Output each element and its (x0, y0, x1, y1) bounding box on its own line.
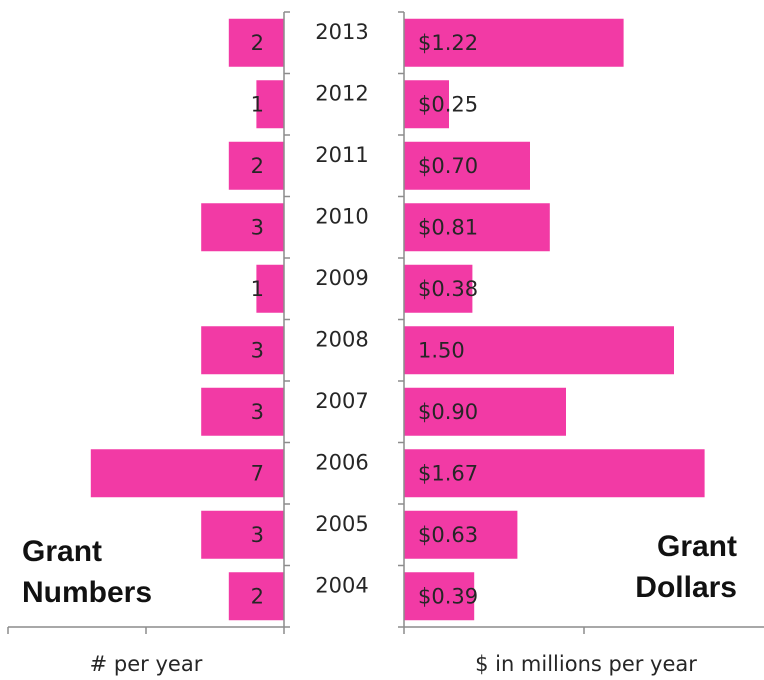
grant-dollars-bar (404, 326, 674, 375)
grant-numbers-data-label: 2 (251, 154, 264, 178)
year-tick-label: 2007 (315, 389, 368, 413)
grant-dollars-data-label: $0.38 (418, 277, 478, 301)
grant-numbers-bar (201, 387, 284, 436)
grant-numbers-data-label: 2 (251, 584, 264, 608)
grant-numbers-data-label: 2 (251, 31, 264, 55)
grant-dollars-bar (404, 387, 566, 436)
grant-numbers-axis-title: # per year (90, 652, 203, 676)
grant-numbers-data-label: 3 (251, 400, 264, 424)
axes (7, 11, 764, 634)
grant-dollars-data-label: $0.81 (418, 215, 478, 239)
grant-numbers-bar (228, 18, 284, 67)
grant-dollars-data-label: $0.39 (418, 584, 478, 608)
year-tick-label: 2013 (315, 20, 368, 44)
grant-dollars-data-label: $0.25 (418, 92, 478, 116)
year-tick-label: 2005 (315, 512, 368, 536)
grant-dollars-bar (404, 18, 624, 67)
grant-numbers-bar (201, 326, 284, 375)
grant-numbers-data-label: 3 (251, 338, 264, 362)
year-tick-label: 2012 (315, 81, 368, 105)
year-tick-label: 2010 (315, 204, 368, 228)
grant-dollars-bar (404, 449, 705, 498)
grant-numbers-data-label: 3 (251, 523, 264, 547)
grant-dollars-bar (404, 572, 475, 621)
year-labels: 2013 2012 2011 2010 2009 2008 2007 2006 2005 2004 (315, 20, 368, 598)
grant-numbers-bar (228, 141, 284, 190)
grant-dollars-data-label: 1.50 (418, 338, 465, 362)
grant-numbers-bar (201, 203, 284, 252)
grant-dollars-title-line1: Grant (657, 530, 737, 563)
grant-numbers-data-label: 1 (251, 92, 264, 116)
grant-numbers-bar (90, 449, 284, 498)
grant-dollars-data-label: $1.22 (418, 31, 478, 55)
grant-numbers-data-label: 1 (251, 277, 264, 301)
grant-dollars-axis-title: $ in millions per year (475, 652, 697, 676)
grant-numbers-bar (201, 510, 284, 559)
grant-numbers-bar (256, 80, 284, 129)
grant-dollars-data-label: $1.67 (418, 461, 478, 485)
grant-dollars-data-label: $0.70 (418, 154, 478, 178)
year-tick-label: 2009 (315, 266, 368, 290)
grant-dollars-bar (404, 203, 550, 252)
year-tick-label: 2008 (315, 327, 368, 351)
grant-dollars-bars: $1.22 $0.25 $0.70 $0.81 $0.38 1.50 $0.90 $1.67 $… (404, 18, 705, 621)
grant-dollars-bar (404, 80, 449, 129)
grant-dollars-title-line2: Dollars (635, 571, 737, 604)
grant-numbers-bar (228, 572, 284, 621)
year-tick-label: 2006 (315, 450, 368, 474)
grant-dollars-bar (404, 264, 473, 313)
grant-numbers-bar (256, 264, 284, 313)
grant-dollars-data-label: $0.63 (418, 523, 478, 547)
grant-numbers-data-label: 3 (251, 215, 264, 239)
year-tick-label: 2011 (315, 143, 368, 167)
grant-numbers-data-label: 7 (251, 461, 264, 485)
year-tick-label: 2004 (315, 573, 368, 597)
grant-dollars-bar (404, 141, 530, 190)
grant-numbers-title-line1: Grant (22, 535, 102, 568)
grant-dollars-bar (404, 510, 518, 559)
grant-dollars-data-label: $0.90 (418, 400, 478, 424)
grant-numbers-title-line2: Numbers (22, 576, 152, 609)
grant-numbers-bars: 2 1 2 3 1 3 3 7 3 2 (90, 18, 284, 621)
